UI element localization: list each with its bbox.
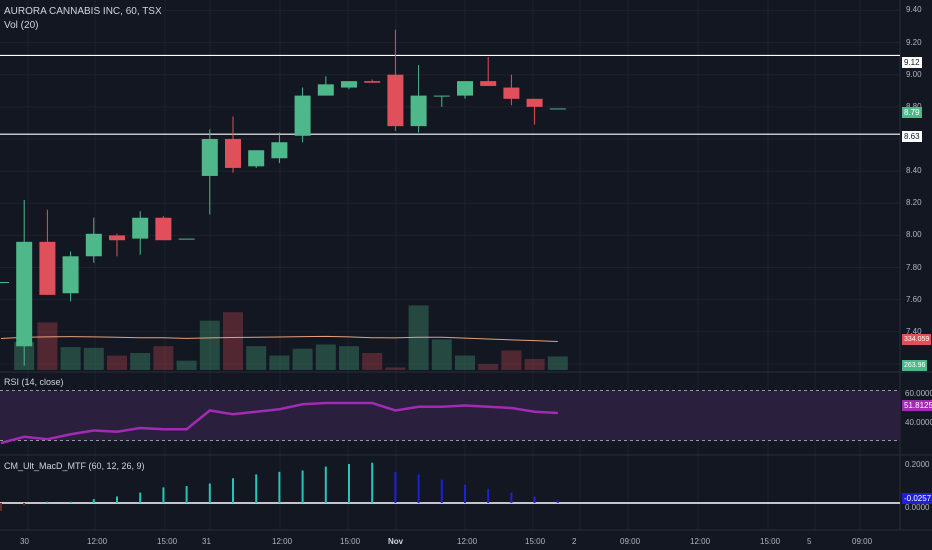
rsi-value-tag: 51.8125	[902, 400, 932, 411]
time-axis-label: 12:00	[87, 537, 108, 546]
price-axis-label: 8.00	[906, 230, 922, 240]
rsi-band	[0, 390, 900, 441]
macd-axis-zero: 0.0000	[905, 503, 930, 512]
vol-last-tag: 263.96	[902, 360, 928, 371]
candle-body	[62, 256, 79, 294]
price-axis-label: 7.40	[906, 326, 922, 336]
rsi-label: RSI (14, close)	[4, 377, 64, 387]
volume-bar	[37, 322, 58, 370]
candle-body	[364, 81, 381, 83]
volume-label: Vol (20)	[4, 20, 39, 31]
volume-bar	[199, 320, 220, 370]
candle-body	[225, 138, 241, 168]
volume-bar	[524, 358, 545, 370]
price-axis-label: 9.20	[906, 37, 922, 47]
volume-bar	[315, 344, 336, 370]
time-axis-label: 09:00	[852, 537, 873, 546]
volume-bar	[362, 353, 383, 370]
candle-body	[480, 81, 497, 86]
macd-value-tag: -0.0257	[902, 493, 932, 504]
price-axis-label: 9.40	[906, 5, 922, 15]
time-axis-label: 12:00	[272, 537, 293, 546]
rsi-axis-60: 60.0000	[905, 389, 932, 398]
volume-bar	[83, 347, 104, 370]
vol-ma-tag: 334.059	[902, 334, 932, 345]
volume-bar	[455, 355, 475, 370]
time-axis-label: 15:00	[760, 537, 781, 546]
candle-body	[341, 81, 357, 88]
candle-body	[132, 217, 149, 239]
volume-bar	[547, 356, 568, 370]
candle-body	[201, 138, 218, 176]
time-axis-label: 12:00	[690, 537, 711, 546]
upper-level-tag: 9.12	[902, 57, 922, 68]
price-axis-label: 9.00	[906, 69, 922, 79]
volume-bar	[501, 350, 522, 370]
candle-body	[0, 282, 9, 284]
candle-body	[457, 81, 473, 96]
candle-body	[433, 95, 450, 97]
time-axis-label: 5	[807, 537, 812, 546]
lower-level-tag: 8.63	[902, 131, 922, 142]
candle-body	[526, 98, 543, 107]
rsi-axis-40: 40.0000	[905, 418, 932, 427]
candle-body	[85, 233, 102, 257]
candle-body	[503, 87, 520, 99]
candle-body	[248, 150, 265, 167]
last-price-tag: 8.79	[902, 107, 922, 118]
candle-body	[178, 238, 195, 240]
price-axis-label: 8.80	[906, 102, 922, 111]
volume-bar	[153, 346, 174, 370]
volume-bar	[478, 364, 499, 370]
time-axis-label: 15:00	[157, 537, 178, 546]
volume-bar	[269, 355, 290, 370]
time-axis-label: 15:00	[525, 537, 546, 546]
candle-body	[387, 74, 404, 127]
volume-ma-line	[0, 335, 558, 343]
price-axis-label: 8.40	[906, 166, 922, 176]
volume-bar	[431, 339, 452, 370]
volume-bar	[292, 348, 313, 370]
volume-bar	[223, 312, 243, 370]
time-axis-label: 2	[572, 537, 577, 546]
volume-bar	[130, 353, 151, 370]
candle-body	[294, 95, 311, 136]
volume-bar	[176, 360, 197, 370]
volume-bar	[107, 355, 127, 370]
candle-body	[317, 84, 334, 96]
candle-body	[549, 108, 566, 110]
candle-body	[271, 142, 288, 159]
candle-body	[109, 235, 125, 241]
time-axis-label: 12:00	[457, 537, 478, 546]
volume-bar	[339, 346, 359, 370]
candle-body	[16, 241, 33, 347]
macd-axis-top: 0.2000	[905, 460, 930, 469]
price-axis-label: 8.20	[906, 198, 922, 208]
time-axis-label: 15:00	[340, 537, 361, 546]
time-axis-label: 09:00	[620, 537, 641, 546]
macd-label: CM_Ult_MacD_MTF (60, 12, 26, 9)	[4, 461, 145, 471]
time-axis-label: Nov	[388, 537, 404, 546]
candle-body	[39, 241, 56, 295]
volume-bar	[60, 347, 81, 370]
rsi-line	[0, 401, 558, 445]
price-axis-label: 7.60	[906, 294, 922, 304]
volume-bar	[385, 367, 406, 370]
volume-bar	[246, 346, 267, 370]
chart-title: AURORA CANNABIS INC, 60, TSX	[4, 6, 162, 17]
candle-body	[410, 95, 427, 127]
price-axis-label: 7.80	[906, 262, 922, 272]
time-axis-label: 30	[20, 537, 29, 546]
candle-body	[155, 217, 172, 241]
time-axis-label: 31	[202, 537, 211, 546]
